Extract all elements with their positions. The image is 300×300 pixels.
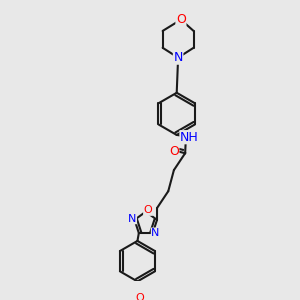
- Text: O: O: [144, 205, 152, 215]
- Text: O: O: [169, 145, 179, 158]
- Text: N: N: [151, 228, 160, 238]
- Text: N: N: [128, 214, 136, 224]
- Text: O: O: [135, 293, 144, 300]
- Text: NH: NH: [180, 131, 199, 144]
- Text: O: O: [176, 13, 186, 26]
- Text: N: N: [173, 51, 183, 64]
